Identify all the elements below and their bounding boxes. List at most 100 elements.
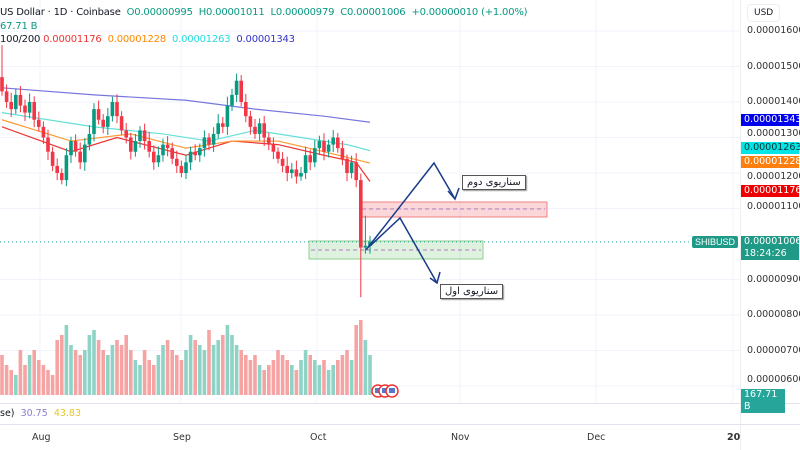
symbol-legend: US Dollar · 1D · Coinbase O0.00000995 H0… <box>0 7 528 18</box>
volume-bar <box>244 355 248 395</box>
time-label: Oct <box>310 432 327 443</box>
candle-body <box>23 105 27 113</box>
candle-body <box>9 102 13 110</box>
candle-body <box>359 180 363 248</box>
candle-body <box>92 109 96 134</box>
last-price-label: 0.00001006 18:24:26 <box>741 236 800 260</box>
candle-body <box>234 80 239 95</box>
price-tick: 0.00000600 <box>747 374 800 385</box>
currency-button[interactable]: USD <box>747 4 781 22</box>
candle-body <box>290 169 294 173</box>
flag-canton <box>375 388 381 393</box>
candle-body <box>106 116 110 127</box>
volume-bar <box>60 335 64 395</box>
volume-bar <box>37 360 41 395</box>
symbol-tag: SHIBUSD <box>691 236 738 248</box>
scenario-two-arrow <box>365 161 456 251</box>
candle-body <box>285 165 289 173</box>
candle-body <box>322 141 326 152</box>
volume-bar <box>170 350 174 395</box>
candle-body <box>115 102 119 117</box>
volume-bar <box>106 355 110 395</box>
scenario-one-arrow <box>369 216 438 284</box>
candle-body <box>32 102 36 120</box>
volume-bar <box>193 340 197 395</box>
volume-bar <box>326 370 331 395</box>
volume-bar <box>152 365 156 395</box>
candle-body <box>50 151 55 166</box>
candle-body <box>4 91 9 102</box>
candle-body <box>202 137 207 149</box>
candle-body <box>354 162 358 181</box>
candle-body <box>207 137 211 145</box>
volume-bar <box>147 360 151 395</box>
volume-bar <box>175 355 179 395</box>
volume-bar <box>349 360 354 395</box>
candle-body <box>317 141 322 149</box>
candle-body <box>0 77 4 92</box>
volume-bar <box>198 345 202 395</box>
candle-body <box>165 144 170 149</box>
volume-bar <box>138 365 142 395</box>
candle-body <box>345 158 349 173</box>
candle-body <box>83 144 87 163</box>
candle-body <box>73 141 78 152</box>
price-tick: 0.00000900 <box>747 274 800 285</box>
volume-bar <box>216 340 220 395</box>
volume-bar <box>46 370 50 395</box>
price-tick: 0.00001600 <box>747 25 800 36</box>
volume-bar <box>18 350 23 395</box>
volume-bar <box>271 360 276 395</box>
volume-bar <box>32 350 36 395</box>
volume-bar <box>303 350 308 395</box>
volume-bar <box>262 370 266 395</box>
volume-bar <box>230 335 234 395</box>
volume-bar <box>368 355 372 395</box>
arrowhead <box>429 271 441 285</box>
candle-body <box>257 123 262 134</box>
candle-body <box>267 137 271 145</box>
pane-divider[interactable] <box>0 403 800 404</box>
candle-body <box>336 137 340 149</box>
price-axis[interactable]: USD 0.00001600 0.00001500 0.00001400 0.0… <box>740 0 800 450</box>
candle-body <box>78 151 82 163</box>
volume-bar <box>313 360 317 395</box>
scenario-two-label[interactable]: سناریوی دوم <box>462 175 526 190</box>
flag-canton <box>389 388 395 393</box>
volume-bar <box>184 350 188 395</box>
volume-bar <box>142 350 147 395</box>
candle-body <box>142 130 147 142</box>
candle-body <box>152 151 156 163</box>
volume-bar <box>133 360 138 395</box>
candle-body <box>349 162 354 173</box>
candle-body <box>248 116 253 127</box>
volume-legend: 67.71 B <box>0 21 38 32</box>
volume-bar <box>179 360 184 395</box>
volume-bar <box>257 365 262 395</box>
candle-body <box>294 169 299 177</box>
candle-body <box>124 130 128 138</box>
candle-body <box>211 133 216 145</box>
candle-body <box>18 94 23 106</box>
volume-label: 167.71 B <box>741 389 785 413</box>
candle-body <box>308 155 312 163</box>
scenario-one-label[interactable]: سناریوی اول <box>440 284 504 299</box>
time-label: 20 <box>727 432 741 443</box>
candle-body <box>55 165 59 173</box>
volume-bar <box>336 360 340 395</box>
volume-bar <box>345 350 349 395</box>
volume-bar <box>340 355 345 395</box>
ma200-price-label: 0.00001343 <box>741 114 800 126</box>
price-tick: 0.00001200 <box>747 171 800 182</box>
volume-bar <box>83 350 87 395</box>
candle-body <box>179 165 184 173</box>
price-chart[interactable] <box>0 0 740 450</box>
candle-body <box>340 148 345 159</box>
volume-bar <box>27 355 32 395</box>
volume-bar <box>299 360 303 395</box>
volume-bar <box>165 340 170 395</box>
ma100-price-label: 0.00001263 <box>741 142 800 154</box>
candle-body <box>41 126 46 138</box>
candle-body <box>129 137 133 152</box>
candle-body <box>331 137 335 145</box>
